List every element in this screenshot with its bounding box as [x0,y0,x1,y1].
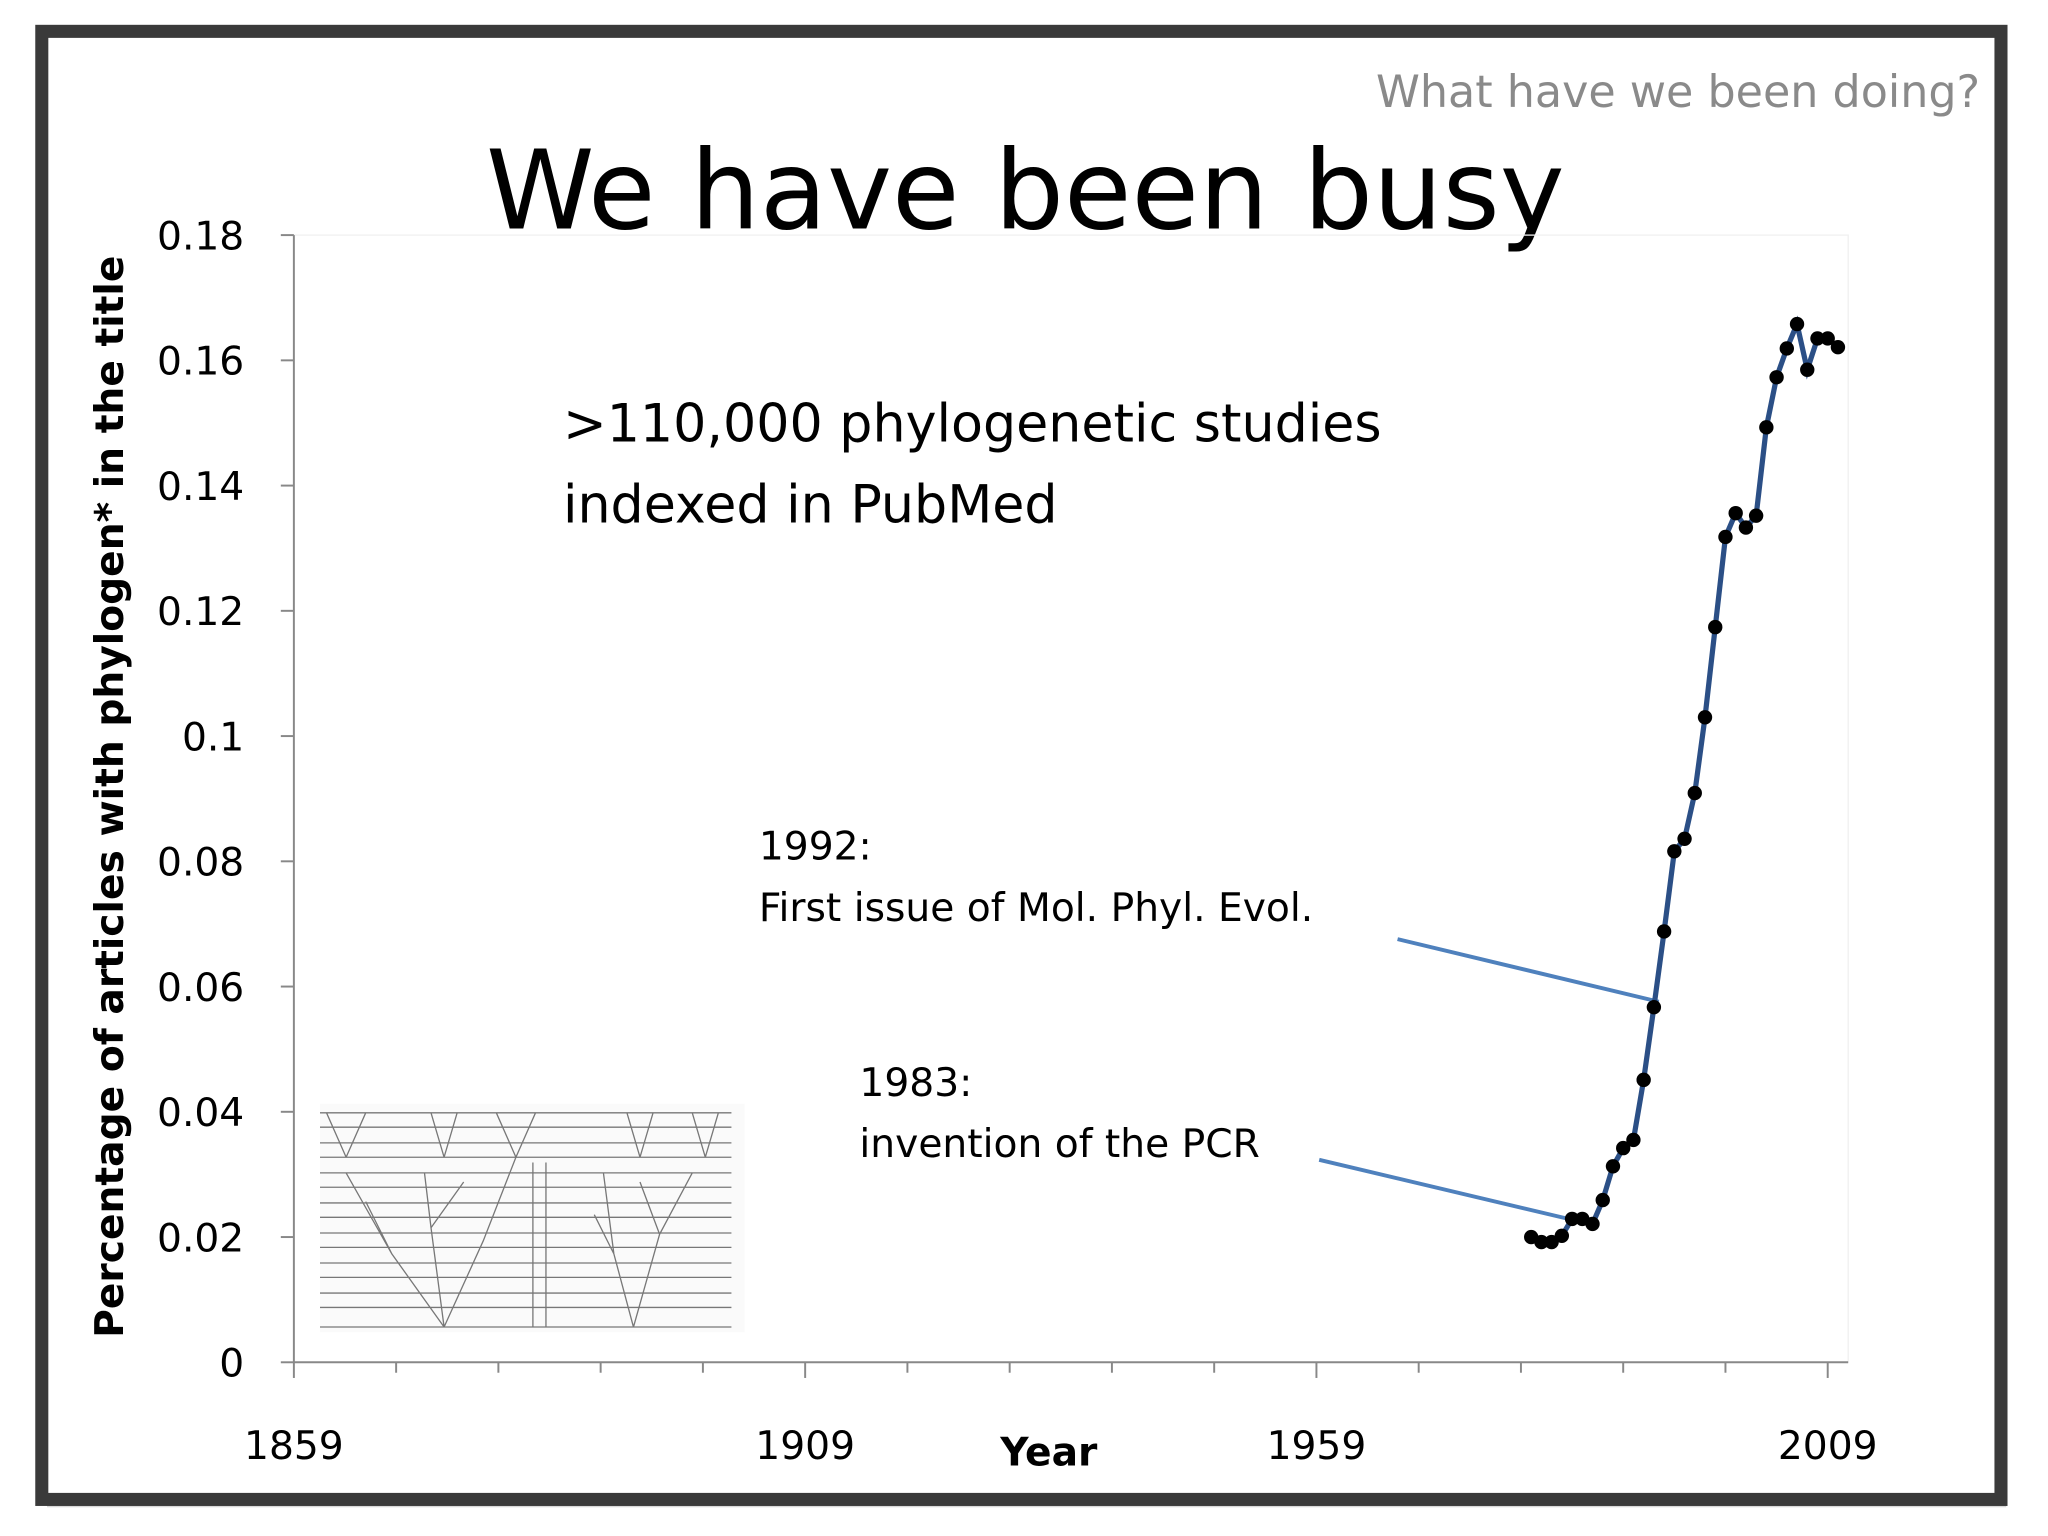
x-tick-label: 1959 [1267,1424,1367,1469]
y-tick-label: 0.1 [182,715,244,760]
data-point [1779,341,1794,356]
data-point [1605,1159,1621,1174]
y-tick-label: 0.12 [157,590,244,635]
data-point [1738,520,1754,535]
x-axis-label: Year [999,1430,1098,1475]
data-point [1554,1228,1570,1243]
data-point [1646,1000,1662,1015]
header: What have we been doing? [1376,67,1980,118]
y-tick-label: 0.02 [157,1216,244,1261]
annotation: >110,000 phylogenetic studies [563,394,1382,454]
data-point [1830,340,1846,355]
annotation: 1983: [859,1061,972,1106]
tree-sketch [320,1103,745,1333]
x-tick-label: 1859 [244,1424,344,1469]
annotation: invention of the PCR [859,1122,1259,1167]
y-tick-label: 0.14 [157,465,244,510]
x-tick-label: 1909 [755,1424,855,1469]
data-point [1748,508,1764,523]
y-tick-label: 0.16 [157,340,244,385]
y-tick-label: 0.06 [157,966,244,1011]
data-point [1697,710,1713,725]
data-point [1636,1072,1651,1088]
data-point [1667,844,1682,859]
annotation-pointer [1318,1157,1568,1221]
data-point [1708,619,1723,635]
data-point [1810,331,1825,346]
data-point [1718,529,1733,545]
data-point [1800,362,1815,377]
annotation: First issue of Mol. Phyl. Evol. [759,886,1313,931]
chart-title: We have been busy [486,127,1565,255]
y-tick-label: 0 [219,1342,244,1387]
annotation: indexed in PubMed [563,475,1058,535]
data-point [1759,420,1774,435]
data-point [1656,924,1672,939]
data-point [1687,785,1702,801]
data-point [1677,831,1692,846]
y-tick-label: 0.08 [157,841,244,886]
data-point [1564,1211,1580,1227]
data-point [1789,316,1805,332]
y-axis-label: Percentage of articles with phylogen* in… [88,256,133,1338]
data-point [1820,331,1835,346]
annotation-pointer [1397,937,1660,1004]
data-point [1534,1234,1549,1250]
data-point [1626,1132,1641,1148]
y-tick-label: 0.18 [157,214,244,259]
data-point [1585,1216,1600,1232]
data-point [1616,1140,1631,1156]
x-tick-label: 2009 [1778,1424,1878,1469]
y-tick-label: 0.04 [157,1091,244,1136]
data-point [1769,370,1784,385]
data-point [1595,1192,1610,1208]
annotation: 1992: [759,824,872,869]
data-point [1728,505,1743,521]
